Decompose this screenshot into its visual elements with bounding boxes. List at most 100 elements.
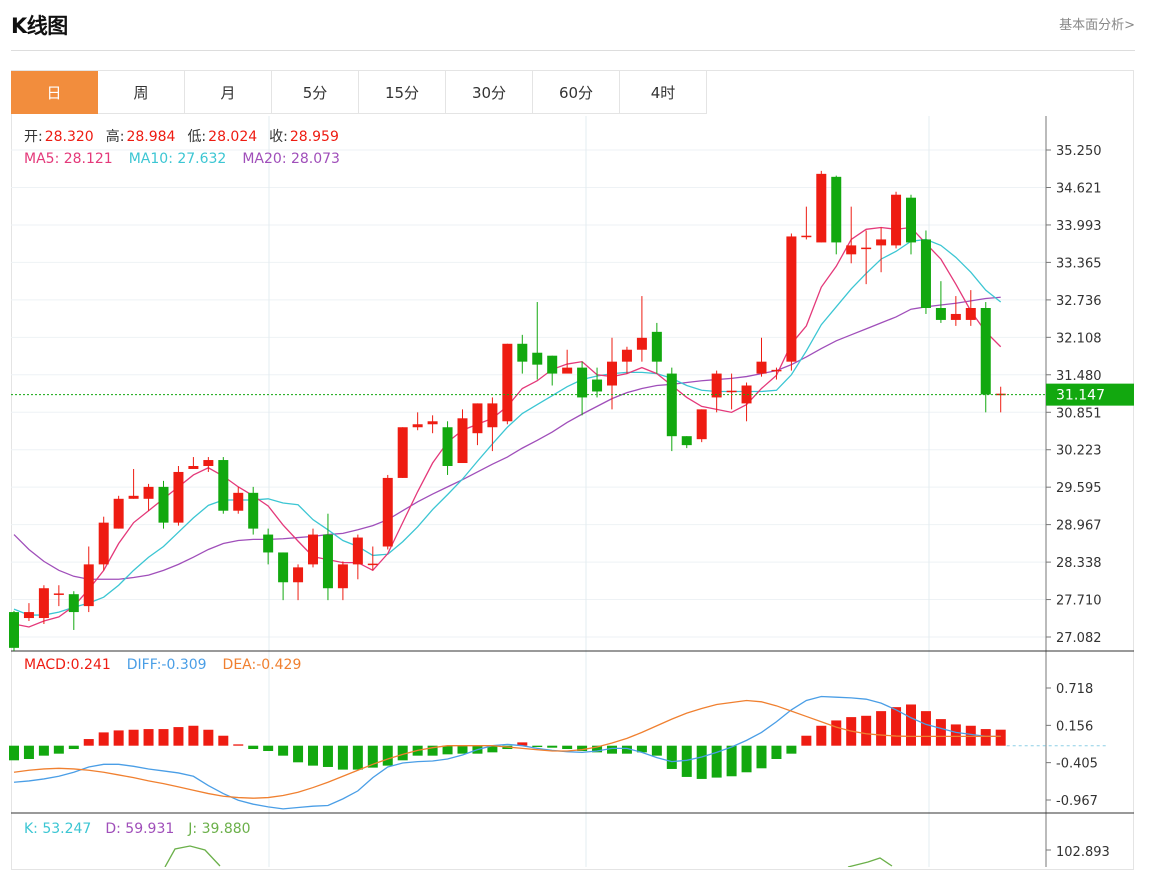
candle-body <box>935 308 946 320</box>
tab-week[interactable]: 周 <box>98 71 185 114</box>
ma-legend: MA10: 27.632 <box>129 151 227 167</box>
fundamental-analysis-link[interactable]: 基本面分析> <box>1059 18 1135 33</box>
ohlc-label: 开: <box>24 129 43 145</box>
candle-body <box>487 403 498 428</box>
macd-bar <box>562 745 573 750</box>
kdj-legend: D: 59.931 <box>105 821 174 837</box>
macd-bar <box>816 725 827 746</box>
macd-bar <box>607 745 617 754</box>
candle-body <box>352 537 363 565</box>
candle-body <box>308 534 318 565</box>
candle-body <box>53 593 64 595</box>
macd-bar <box>891 707 902 746</box>
kdj-tick-label: 102.893 <box>1056 845 1110 860</box>
last-price-label: 31.147 <box>1056 388 1105 404</box>
candle-body <box>517 343 528 362</box>
tab-day[interactable]: 日 <box>11 71 98 114</box>
macd-bar <box>965 725 976 746</box>
macd-bar <box>696 745 707 779</box>
macd-bar <box>920 711 931 746</box>
candle-body <box>502 343 513 422</box>
title-divider <box>11 50 1135 51</box>
macd-bar <box>158 729 169 746</box>
candle-body <box>950 313 961 320</box>
candle-body <box>547 355 558 374</box>
period-tabs: 日 周 月 5分 15分 30分 60分 4时 <box>11 71 707 115</box>
candle-body <box>173 471 184 523</box>
candle-body <box>651 331 662 362</box>
ohlc-value: 28.959 <box>290 129 339 145</box>
page-title: K线图 <box>11 14 68 38</box>
kdj-legend: J: 39.880 <box>187 821 250 837</box>
candle-body <box>636 337 647 350</box>
macd-bar <box>382 745 393 766</box>
macd-bar <box>9 745 19 761</box>
macd-bar <box>322 745 333 767</box>
macd-tick-label: -0.967 <box>1056 794 1098 809</box>
macd-bar <box>53 745 64 754</box>
macd-bar <box>308 745 318 766</box>
tab-30min[interactable]: 30分 <box>446 71 533 114</box>
candle-body <box>906 197 916 243</box>
candle-body <box>322 534 333 589</box>
candle-body <box>248 492 259 529</box>
candle-body <box>741 385 752 404</box>
candle-body <box>293 567 304 583</box>
price-tick-label: 30.851 <box>1056 406 1102 421</box>
candle-body <box>577 367 588 398</box>
macd-bar <box>203 729 214 746</box>
candle-body <box>38 588 49 619</box>
macd-bar <box>113 730 124 746</box>
info-labels: 开: 28.320 高: 28.984 低: 28.024 收: 28.959 MA5: 28.… <box>24 128 340 167</box>
macd-tick-label: 0.718 <box>1056 682 1093 697</box>
candle-body <box>23 612 34 619</box>
tab-60min[interactable]: 60分 <box>533 71 620 114</box>
macd-bar <box>861 715 872 746</box>
candle-body <box>592 379 603 392</box>
candle-body <box>412 424 423 428</box>
macd-bar <box>397 745 408 761</box>
macd-bar <box>577 745 588 752</box>
macd-bar <box>278 745 289 756</box>
macd-bar <box>367 745 378 768</box>
candle-body <box>278 552 289 583</box>
candle-body <box>846 245 857 255</box>
kdj-j-line <box>164 845 221 867</box>
tab-5min[interactable]: 5分 <box>272 71 359 114</box>
ma10-line <box>13 238 1002 616</box>
tab-15min[interactable]: 15分 <box>359 71 446 114</box>
candle-body <box>696 409 707 440</box>
ohlc-value: 28.320 <box>45 129 94 145</box>
price-tick-label: 31.480 <box>1056 369 1102 384</box>
macd-bar <box>681 745 692 777</box>
candles <box>9 170 1006 651</box>
candle-body <box>113 498 124 529</box>
candle-body <box>801 235 812 238</box>
candle-body <box>681 436 692 446</box>
candle-body <box>562 367 573 374</box>
macd-bar <box>38 745 49 756</box>
candle-body <box>158 486 169 523</box>
macd-bar <box>233 744 244 746</box>
macd-bar <box>248 745 259 750</box>
candle-body <box>397 427 408 478</box>
tab-4hour[interactable]: 4时 <box>620 71 707 114</box>
macd-bar <box>68 745 79 750</box>
ohlc-value: 28.024 <box>208 129 257 145</box>
moving-average-lines <box>13 226 1002 628</box>
candle-body <box>980 308 991 395</box>
price-tick-label: 27.710 <box>1056 594 1102 609</box>
macd-bar <box>218 735 229 746</box>
macd-bar <box>487 745 498 753</box>
tab-month[interactable]: 月 <box>185 71 272 114</box>
macd-bar <box>711 745 722 778</box>
price-tick-label: 32.108 <box>1056 331 1102 346</box>
candle-body <box>128 495 139 499</box>
price-tick-label: 29.595 <box>1056 481 1102 496</box>
price-tick-label: 28.338 <box>1056 556 1102 571</box>
candle-body <box>143 486 154 499</box>
macd-bar <box>442 745 453 755</box>
price-tick-label: 28.967 <box>1056 519 1102 534</box>
macd-bar <box>23 745 34 759</box>
